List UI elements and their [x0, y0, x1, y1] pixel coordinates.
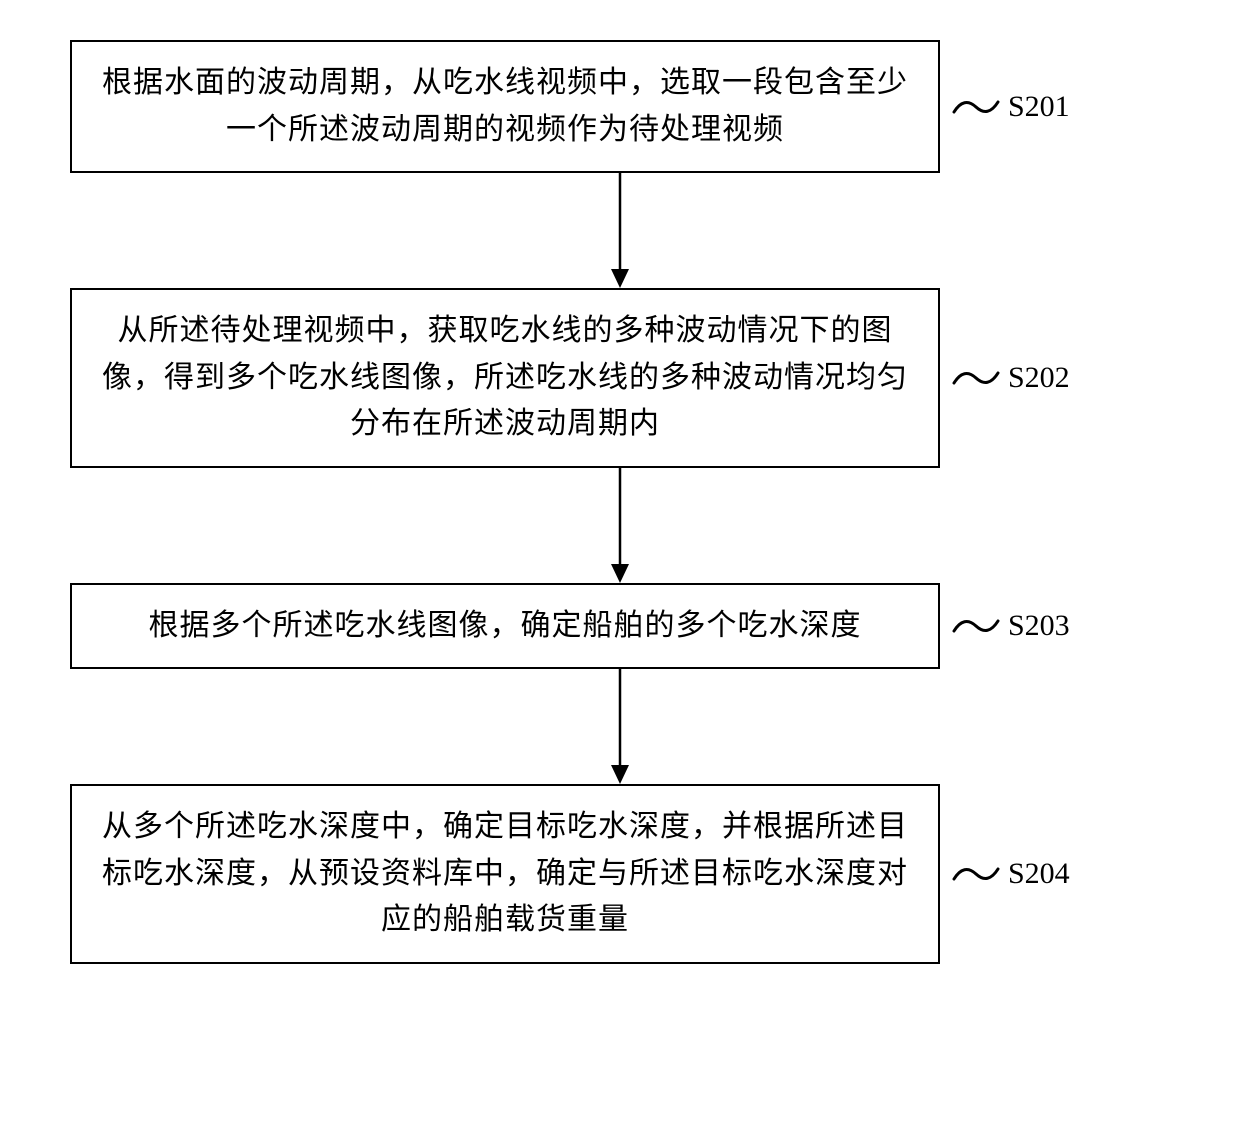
step-box-4: 从多个所述吃水深度中，确定目标吃水深度，并根据所述目标吃水深度，从预设资料库中，…	[70, 784, 940, 964]
step-label-wrap-3: S203	[952, 609, 1070, 643]
arrow-1	[185, 173, 1055, 288]
tilde-icon	[952, 363, 1000, 393]
flowchart-container: 根据水面的波动周期，从吃水线视频中，选取一段包含至少一个所述波动周期的视频作为待…	[70, 40, 1170, 964]
arrow-3	[185, 669, 1055, 784]
arrow-down-icon	[605, 468, 635, 583]
arrow-2	[185, 468, 1055, 583]
step-row-4: 从多个所述吃水深度中，确定目标吃水深度，并根据所述目标吃水深度，从预设资料库中，…	[70, 784, 1170, 964]
step-label-wrap-4: S204	[952, 857, 1070, 891]
tilde-icon	[952, 92, 1000, 122]
step-row-3: 根据多个所述吃水线图像，确定船舶的多个吃水深度 S203	[70, 583, 1170, 670]
tilde-icon	[952, 611, 1000, 641]
step-label-1: S201	[1008, 90, 1070, 124]
step-box-1: 根据水面的波动周期，从吃水线视频中，选取一段包含至少一个所述波动周期的视频作为待…	[70, 40, 940, 173]
step-label-2: S202	[1008, 361, 1070, 395]
step-box-3: 根据多个所述吃水线图像，确定船舶的多个吃水深度	[70, 583, 940, 670]
step-row-1: 根据水面的波动周期，从吃水线视频中，选取一段包含至少一个所述波动周期的视频作为待…	[70, 40, 1170, 173]
arrow-down-icon	[605, 173, 635, 288]
tilde-icon	[952, 859, 1000, 889]
arrow-down-icon	[605, 669, 635, 784]
step-label-wrap-2: S202	[952, 361, 1070, 395]
step-label-3: S203	[1008, 609, 1070, 643]
step-label-4: S204	[1008, 857, 1070, 891]
step-row-2: 从所述待处理视频中，获取吃水线的多种波动情况下的图像，得到多个吃水线图像，所述吃…	[70, 288, 1170, 468]
step-box-2: 从所述待处理视频中，获取吃水线的多种波动情况下的图像，得到多个吃水线图像，所述吃…	[70, 288, 940, 468]
step-label-wrap-1: S201	[952, 90, 1070, 124]
